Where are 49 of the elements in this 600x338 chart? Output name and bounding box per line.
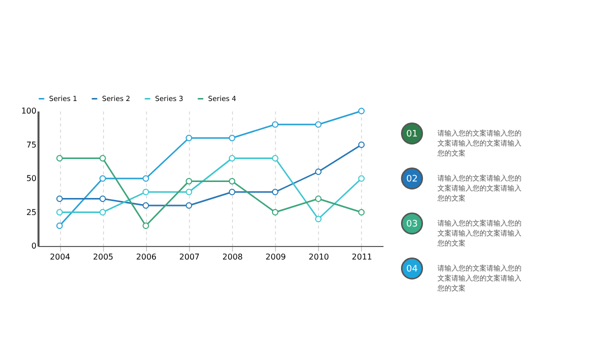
point bbox=[228, 178, 236, 184]
text: 02 bbox=[406, 174, 418, 184]
y-tick-label: 25 bbox=[26, 208, 36, 217]
x-tick-label: 2010 bbox=[308, 252, 329, 262]
text: 04 bbox=[406, 264, 418, 274]
point bbox=[56, 222, 63, 229]
point bbox=[358, 142, 365, 148]
point bbox=[142, 188, 150, 196]
point bbox=[186, 202, 192, 209]
y-tick-label: 0 bbox=[31, 242, 36, 250]
point bbox=[358, 209, 365, 216]
point bbox=[272, 121, 278, 128]
point bbox=[186, 188, 192, 196]
x-tick-label: 2008 bbox=[222, 252, 243, 262]
x-tick-label: 2011 bbox=[352, 252, 372, 262]
point bbox=[358, 175, 365, 182]
point bbox=[358, 108, 365, 114]
point bbox=[315, 216, 322, 222]
x-tick-label: 2007 bbox=[179, 252, 200, 262]
text: 03 bbox=[406, 220, 418, 230]
point bbox=[142, 175, 150, 182]
y-tick-label: 100 bbox=[21, 106, 36, 116]
x-tick-label: 2009 bbox=[266, 252, 286, 262]
point bbox=[272, 209, 278, 216]
point bbox=[228, 188, 236, 196]
point bbox=[228, 155, 236, 162]
point bbox=[56, 155, 63, 162]
point bbox=[272, 188, 278, 196]
point bbox=[315, 168, 322, 175]
point bbox=[99, 175, 106, 182]
x-tick-label: 2006 bbox=[136, 252, 156, 262]
point bbox=[315, 196, 322, 202]
point bbox=[99, 155, 106, 162]
point bbox=[186, 178, 192, 184]
y-tick-label: 50 bbox=[26, 174, 36, 183]
point bbox=[56, 196, 63, 202]
point bbox=[186, 134, 192, 142]
point bbox=[272, 155, 278, 162]
point bbox=[99, 209, 106, 216]
point bbox=[228, 134, 236, 142]
point bbox=[315, 121, 322, 128]
point bbox=[99, 196, 106, 202]
y-tick-label: 75 bbox=[26, 140, 36, 150]
point bbox=[56, 209, 63, 216]
x-tick-label: 2004 bbox=[50, 252, 70, 262]
x-tick-label: 2005 bbox=[93, 252, 114, 262]
point bbox=[142, 202, 150, 209]
point bbox=[142, 222, 150, 229]
text: 01 bbox=[406, 130, 418, 140]
